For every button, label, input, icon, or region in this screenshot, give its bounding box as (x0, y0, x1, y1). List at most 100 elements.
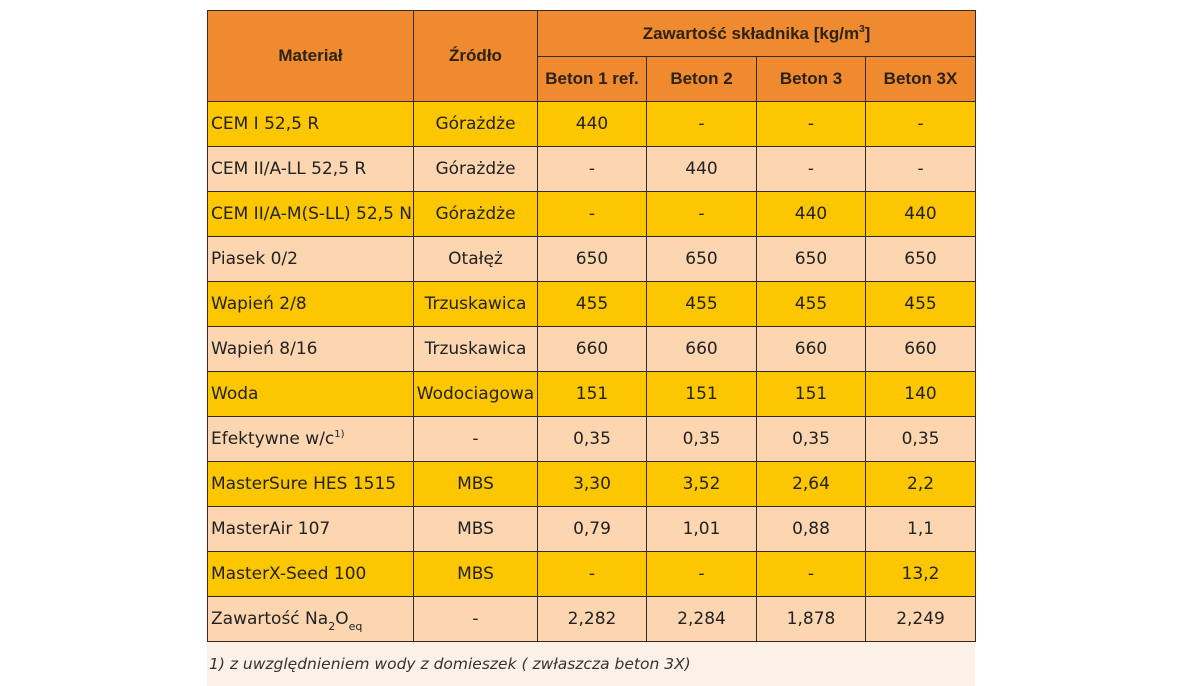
header-material: Materiał (207, 10, 414, 102)
value-cell: 151 (537, 371, 647, 417)
concrete-composition-table: Materiał Źródło Zawartość składnika [kg/… (207, 10, 977, 642)
value-cell: - (537, 191, 647, 237)
source-cell: MBS (413, 551, 538, 597)
value-cell: 660 (537, 326, 647, 372)
value-cell: 13,2 (864, 551, 977, 597)
header-beton-2: Beton 2 (646, 56, 757, 102)
header-content-sup: 3 (859, 23, 865, 35)
subscript-2: 2 (328, 620, 336, 633)
value-cell: 2,284 (646, 596, 757, 642)
value-cell: 650 (537, 236, 647, 282)
value-cell: 455 (646, 281, 757, 327)
value-cell: 440 (537, 101, 647, 147)
value-cell: - (646, 551, 757, 597)
value-cell: - (864, 146, 977, 192)
source-cell: Trzuskawica (413, 326, 538, 372)
header-beton-3: Beton 3 (756, 56, 866, 102)
footnote: 1) z uwzględnieniem wody z domieszek ( z… (209, 655, 691, 673)
value-cell: 440 (756, 191, 866, 237)
footnote-marker: 1) (334, 429, 345, 440)
value-cell: 151 (756, 371, 866, 417)
value-cell: 440 (864, 191, 977, 237)
table-row: CEM II/A-M(S-LL) 52,5 N Górażdże - - 440… (207, 191, 977, 237)
subscript-eq: eq (348, 620, 363, 633)
material-cell: Piasek 0/2 (207, 236, 414, 282)
value-cell: 650 (646, 236, 757, 282)
value-cell: 0,35 (537, 416, 647, 462)
table-row: MasterSure HES 1515 MBS 3,30 3,52 2,64 2… (207, 461, 977, 507)
table-row: MasterAir 107 MBS 0,79 1,01 0,88 1,1 (207, 506, 977, 552)
value-cell: 0,88 (756, 506, 866, 552)
value-cell: - (646, 101, 757, 147)
value-cell: 660 (756, 326, 866, 372)
header-beton-1-ref: Beton 1 ref. (537, 56, 647, 102)
value-cell: 1,01 (646, 506, 757, 552)
header-content-end: ] (864, 23, 871, 43)
table-row: CEM I 52,5 R Górażdże 440 - - - (207, 101, 977, 147)
value-cell: - (864, 101, 977, 147)
header-content-label: Zawartość składnika [kg/m (642, 23, 860, 43)
source-cell: - (413, 416, 538, 462)
value-cell: 660 (646, 326, 757, 372)
value-cell: 455 (864, 281, 977, 327)
value-cell: - (537, 146, 647, 192)
material-cell: CEM II/A-M(S-LL) 52,5 N (207, 191, 414, 237)
material-cell: MasterSure HES 1515 (207, 461, 414, 507)
table-row: CEM II/A-LL 52,5 R Górażdże - 440 - - (207, 146, 977, 192)
value-cell: 1,878 (756, 596, 866, 642)
value-cell: 140 (864, 371, 977, 417)
value-cell: 455 (537, 281, 647, 327)
value-cell: 2,282 (537, 596, 647, 642)
material-cell: MasterAir 107 (207, 506, 414, 552)
source-cell: Trzuskawica (413, 281, 538, 327)
table-row: Zawartość Na2Oeq - 2,282 2,284 1,878 2,2… (207, 596, 977, 642)
source-cell: Wodociagowa (413, 371, 538, 417)
source-cell: MBS (413, 506, 538, 552)
table-row: Wapień 8/16 Trzuskawica 660 660 660 660 (207, 326, 977, 372)
value-cell: 650 (756, 236, 866, 282)
material-cell: CEM II/A-LL 52,5 R (207, 146, 414, 192)
material-label: Efektywne w/c (211, 429, 335, 449)
source-cell: - (413, 596, 538, 642)
source-cell: MBS (413, 461, 538, 507)
value-cell: - (646, 191, 757, 237)
value-cell: - (756, 101, 866, 147)
value-cell: 3,52 (646, 461, 757, 507)
material-cell: Zawartość Na2Oeq (207, 596, 414, 642)
value-cell: 660 (864, 326, 977, 372)
table-row: Wapień 2/8 Trzuskawica 455 455 455 455 (207, 281, 977, 327)
value-cell: 0,35 (646, 416, 757, 462)
material-cell: CEM I 52,5 R (207, 101, 414, 147)
value-cell: 1,1 (864, 506, 977, 552)
value-cell: 650 (864, 236, 977, 282)
value-cell: 3,30 (537, 461, 647, 507)
value-cell: 2,2 (864, 461, 977, 507)
header-content: Zawartość składnika [kg/m3] (536, 10, 977, 57)
material-cell: Efektywne w/c1) (207, 416, 414, 462)
value-cell: 0,35 (864, 416, 977, 462)
value-cell: 0,35 (756, 416, 866, 462)
value-cell: - (537, 551, 647, 597)
source-cell: Górażdże (413, 101, 538, 147)
value-cell: - (756, 146, 866, 192)
material-cell: MasterX-Seed 100 (207, 551, 414, 597)
table-row: Efektywne w/c1) - 0,35 0,35 0,35 0,35 (207, 416, 977, 462)
source-cell: Górażdże (413, 191, 538, 237)
table-row: Woda Wodociagowa 151 151 151 140 (207, 371, 977, 417)
material-cell: Wapień 8/16 (207, 326, 414, 372)
source-cell: Górażdże (413, 146, 538, 192)
value-cell: 151 (646, 371, 757, 417)
table-row: MasterX-Seed 100 MBS - - - 13,2 (207, 551, 977, 597)
material-cell: Wapień 2/8 (207, 281, 414, 327)
value-cell: 2,64 (756, 461, 866, 507)
value-cell: 455 (756, 281, 866, 327)
value-cell: 2,249 (864, 596, 977, 642)
material-label: Zawartość Na (211, 609, 329, 629)
source-cell: Otałęż (413, 236, 538, 282)
value-cell: 0,79 (537, 506, 647, 552)
header-source: Źródło (413, 10, 538, 102)
value-cell: - (756, 551, 866, 597)
material-cell: Woda (207, 371, 414, 417)
header-beton-3x: Beton 3X (864, 56, 977, 102)
table-row: Piasek 0/2 Otałęż 650 650 650 650 (207, 236, 977, 282)
